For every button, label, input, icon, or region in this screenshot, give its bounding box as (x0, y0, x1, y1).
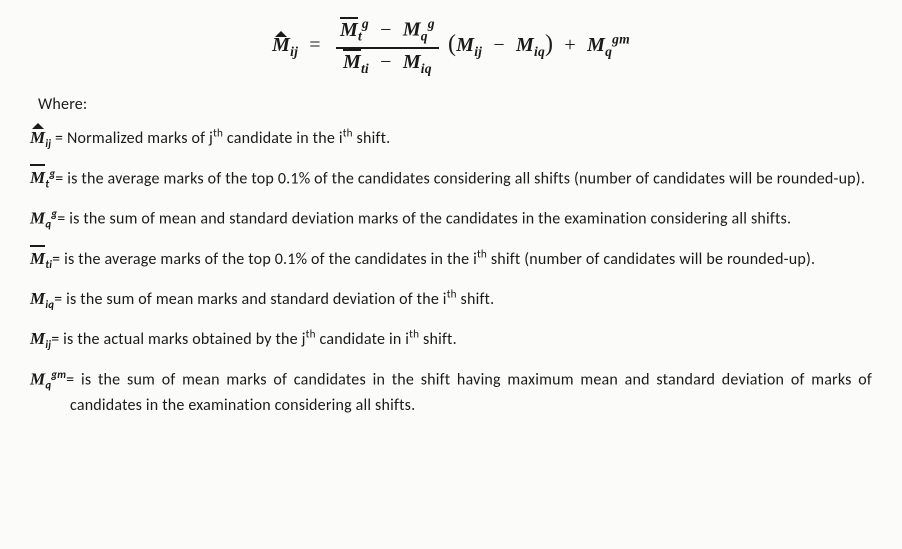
definition-text: = is the sum of mean and standard deviat… (57, 210, 791, 229)
document-page: Mij = Mtg − Mqg Mti − Miq (Mij − Miq) + … (0, 0, 902, 549)
definition-item: Mtg= is the average marks of the top 0.1… (30, 166, 872, 192)
definition-text: = is the sum of mean marks and standard … (54, 290, 494, 309)
definition-symbol: Mqg (30, 206, 57, 232)
formula-lhs: Mij (272, 34, 303, 56)
definition-text: = is the sum of mean marks of candidates… (66, 371, 872, 415)
normalization-formula: Mij = Mtg − Mqg Mti − Miq (Mij − Miq) + … (30, 16, 872, 77)
fraction-denominator: Mti − Miq (336, 49, 439, 77)
definition-text: = Normalized marks of jth candidate in t… (51, 129, 390, 148)
fraction-numerator: Mtg − Mqg (336, 16, 439, 49)
definition-symbol: Mtg (30, 166, 55, 192)
definition-item: Mqgm= is the sum of mean marks of candid… (30, 367, 872, 416)
definition-symbol: Mij (30, 126, 51, 152)
definition-item: Mqg= is the sum of mean and standard dev… (30, 206, 872, 232)
definition-item: Mij = Normalized marks of jth candidate … (30, 126, 872, 152)
definition-symbol: Mqgm (30, 367, 66, 393)
definition-symbol: Miq (30, 287, 54, 313)
definition-symbol: Mti (30, 247, 52, 273)
formula-paren-group: (Mij − Miq) (448, 34, 558, 56)
definition-item: Mij= is the actual marks obtained by the… (30, 327, 872, 353)
plus-sign: + (564, 34, 575, 56)
where-label: Where: (38, 95, 872, 114)
definition-item: Mti= is the average marks of the top 0.1… (30, 247, 872, 273)
equals-sign: = (309, 34, 320, 56)
definition-text: = is the actual marks obtained by the jt… (51, 330, 457, 349)
var-Mhat: M (272, 34, 290, 57)
definition-item: Miq= is the sum of mean marks and standa… (30, 287, 872, 313)
definition-symbol: Mij (30, 327, 51, 353)
formula-tail: Mqgm (587, 34, 630, 56)
definition-list: Mij = Normalized marks of jth candidate … (30, 126, 872, 417)
definition-text: = is the average marks of the top 0.1% o… (52, 250, 815, 269)
definition-text: = is the average marks of the top 0.1% o… (55, 169, 865, 188)
formula-fraction: Mtg − Mqg Mti − Miq (336, 16, 439, 77)
